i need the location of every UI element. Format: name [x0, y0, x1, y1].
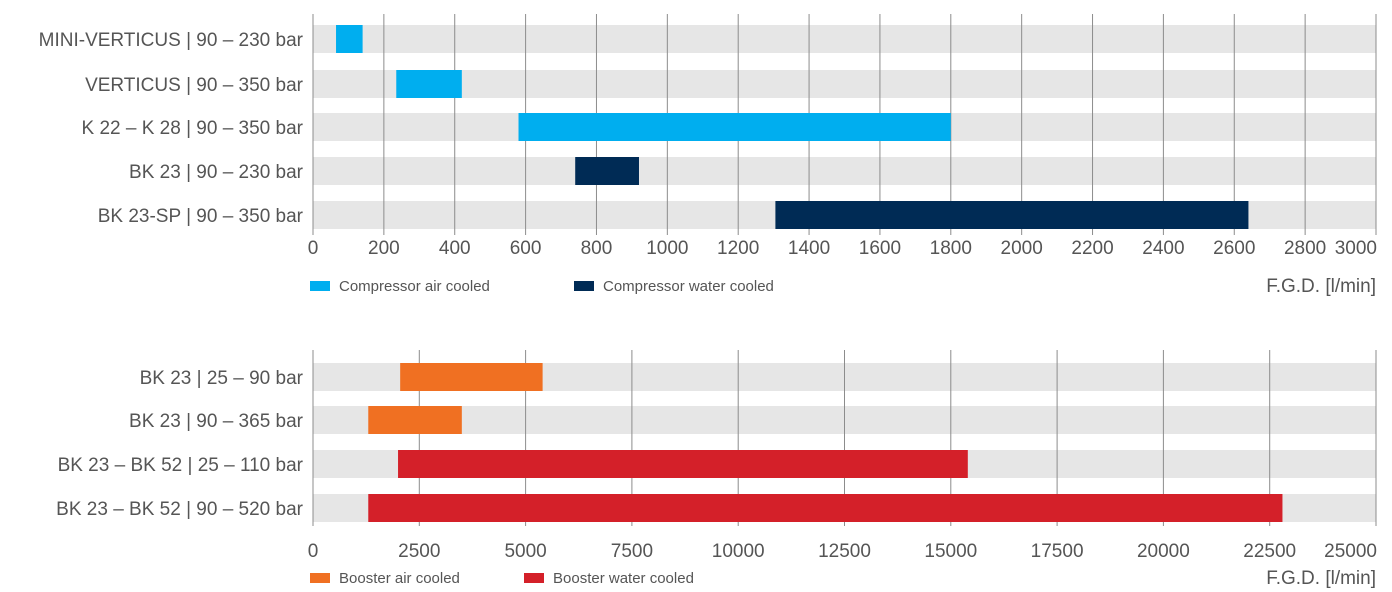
category-label: BK 23 | 90 – 365 bar	[129, 411, 304, 432]
legend-swatch	[574, 281, 594, 291]
range-bar	[368, 406, 462, 434]
category-label: BK 23 | 90 – 230 bar	[129, 162, 304, 183]
legend-swatch	[524, 573, 544, 583]
range-bar	[398, 450, 968, 478]
x-tick-label: 0	[308, 238, 319, 259]
x-tick-label: 25000	[1324, 541, 1377, 562]
row-band	[313, 70, 1376, 98]
x-tick-label: 800	[581, 238, 613, 259]
row-band	[313, 25, 1376, 53]
x-tick-label: 600	[510, 238, 542, 259]
x-tick-label: 2500	[398, 541, 440, 562]
x-tick-label: 17500	[1031, 541, 1084, 562]
x-tick-label: 2000	[1001, 238, 1043, 259]
category-label: BK 23 | 25 – 90 bar	[140, 368, 304, 389]
x-tick-label: 1400	[788, 238, 830, 259]
range-bar	[400, 363, 543, 391]
x-tick-label: 1600	[859, 238, 901, 259]
legend-swatch	[310, 281, 330, 291]
x-tick-label: 200	[368, 238, 400, 259]
x-tick-label: 22500	[1243, 541, 1296, 562]
range-bar	[336, 25, 363, 53]
x-tick-label: 0	[308, 541, 319, 562]
x-tick-label: 2400	[1142, 238, 1184, 259]
legend-swatch	[310, 573, 330, 583]
category-label: MINI-VERTICUS | 90 – 230 bar	[39, 30, 304, 51]
x-tick-label: 10000	[712, 541, 765, 562]
range-bar	[368, 494, 1283, 522]
x-tick-label: 1200	[717, 238, 759, 259]
x-tick-label: 2800	[1284, 238, 1326, 259]
legend-label: Compressor water cooled	[603, 278, 774, 295]
range-bar	[775, 201, 1249, 229]
x-tick-label: 12500	[818, 541, 871, 562]
legend-label: Booster water cooled	[553, 570, 694, 587]
row-band	[313, 157, 1376, 185]
chart-2: BK 23 | 25 – 90 bar BK 23 | 90 – 365 bar B…	[56, 350, 1377, 589]
category-label: BK 23 – BK 52 | 90 – 520 bar	[56, 499, 304, 520]
category-label: BK 23 – BK 52 | 25 – 110 bar	[58, 455, 304, 476]
range-bar	[518, 113, 951, 141]
legend-label: Booster air cooled	[339, 570, 460, 587]
x-tick-label: 2200	[1071, 238, 1113, 259]
category-label: K 22 – K 28 | 90 – 350 bar	[82, 118, 304, 139]
x-tick-label: 3000	[1335, 238, 1377, 259]
range-bar	[396, 70, 462, 98]
x-tick-label: 7500	[611, 541, 653, 562]
category-label: BK 23-SP | 90 – 350 bar	[98, 206, 304, 227]
x-tick-label: 1000	[646, 238, 688, 259]
x-tick-label: 5000	[504, 541, 546, 562]
chart-1: MINI-VERTICUS | 90 – 230 bar VERTICUS | 9…	[39, 14, 1377, 297]
legend-label: Compressor air cooled	[339, 278, 490, 295]
x-tick-label: 15000	[924, 541, 977, 562]
range-bar	[575, 157, 639, 185]
x-tick-label: 1800	[930, 238, 972, 259]
x-axis-label: F.G.D. [l/min]	[1266, 568, 1376, 589]
x-axis-label: F.G.D. [l/min]	[1266, 276, 1376, 297]
x-tick-label: 2600	[1213, 238, 1255, 259]
x-tick-label: 20000	[1137, 541, 1190, 562]
category-label: VERTICUS | 90 – 350 bar	[85, 75, 304, 96]
x-tick-label: 400	[439, 238, 471, 259]
